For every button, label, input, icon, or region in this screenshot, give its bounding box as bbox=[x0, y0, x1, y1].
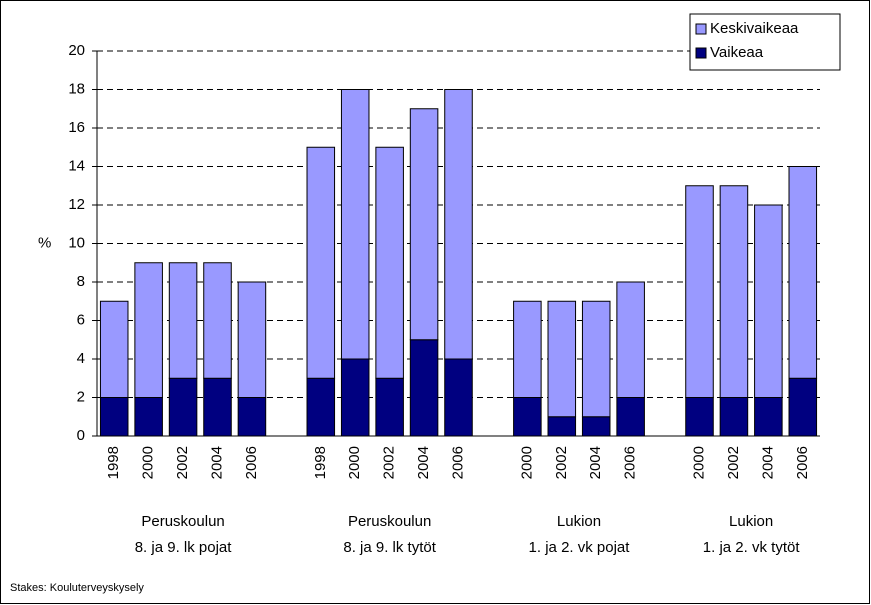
bar-segment bbox=[203, 377, 232, 437]
legend-swatch bbox=[695, 23, 707, 35]
group-label: 8. ja 9. lk pojat bbox=[135, 539, 233, 556]
x-tick-label: 2004 bbox=[415, 446, 432, 479]
bar-segment bbox=[237, 281, 267, 398]
x-tick-label: 2006 bbox=[243, 446, 260, 479]
x-tick-label: 2004 bbox=[587, 446, 604, 479]
bar-segment bbox=[168, 262, 198, 379]
y-tick-label: 4 bbox=[77, 350, 85, 367]
bar-segment bbox=[547, 416, 577, 437]
x-tick-label: 2000 bbox=[346, 446, 363, 479]
group-label: Peruskoulun bbox=[348, 513, 431, 530]
bar-segment bbox=[99, 397, 129, 437]
x-tick-label: 2004 bbox=[208, 446, 225, 479]
bar-segment bbox=[375, 146, 404, 379]
group-label: Lukion bbox=[729, 513, 773, 530]
bar-segment bbox=[616, 281, 645, 398]
y-axis-label: % bbox=[38, 234, 51, 251]
bar-segment bbox=[306, 377, 336, 437]
bar-segment bbox=[168, 377, 198, 437]
bar-segment bbox=[409, 108, 439, 341]
x-tick-label: 2006 bbox=[794, 446, 811, 479]
x-tick-label: 1998 bbox=[312, 446, 329, 479]
x-tick-label: 1998 bbox=[105, 446, 122, 479]
bar-segment bbox=[306, 146, 336, 379]
y-tick-label: 0 bbox=[77, 427, 85, 444]
group-label: Peruskoulun bbox=[141, 513, 224, 530]
y-tick-label: 6 bbox=[77, 311, 85, 328]
bar-segment bbox=[788, 166, 818, 379]
x-tick-label: 2002 bbox=[553, 446, 570, 479]
source: Stakes: Kouluterveyskysely bbox=[10, 582, 144, 594]
legend-box bbox=[689, 13, 841, 71]
bar-segment bbox=[375, 377, 404, 437]
x-tick-label: 2002 bbox=[725, 446, 742, 479]
y-tick-label: 10 bbox=[68, 234, 85, 251]
bar-segment bbox=[616, 397, 645, 437]
bar-segment bbox=[719, 397, 749, 437]
group-label: 1. ja 2. vk pojat bbox=[529, 539, 631, 556]
bar-segment bbox=[99, 300, 129, 398]
bar-segment bbox=[788, 377, 818, 437]
x-tick-label: 2000 bbox=[140, 446, 157, 479]
bar-segment bbox=[134, 397, 163, 437]
x-tick-label: 2006 bbox=[622, 446, 639, 479]
bar-segment bbox=[134, 262, 163, 398]
bar-segment bbox=[444, 358, 473, 437]
bar-segment bbox=[340, 358, 370, 437]
y-tick-label: 8 bbox=[77, 273, 85, 290]
bar-segment bbox=[581, 300, 611, 418]
legend-label: Vaikeaa bbox=[710, 44, 764, 61]
bar-segment bbox=[754, 397, 783, 437]
bar-segment bbox=[237, 397, 267, 437]
y-tick-label: 20 bbox=[68, 42, 85, 59]
bar-segment bbox=[685, 185, 714, 398]
group-label: 8. ja 9. lk tytöt bbox=[343, 539, 436, 556]
x-tick-label: 2000 bbox=[690, 446, 707, 479]
bar-segment bbox=[444, 89, 473, 360]
bar-segment bbox=[719, 185, 749, 398]
x-tick-label: 2002 bbox=[174, 446, 191, 479]
bar-segment bbox=[754, 204, 783, 398]
bar-segment bbox=[409, 339, 439, 437]
y-tick-label: 12 bbox=[68, 196, 85, 213]
bar-segment bbox=[513, 397, 542, 437]
x-tick-label: 2004 bbox=[759, 446, 776, 479]
x-tick-label: 2002 bbox=[381, 446, 398, 479]
bar-segment bbox=[513, 300, 542, 398]
legend-swatch bbox=[695, 47, 707, 59]
group-label: Lukion bbox=[557, 513, 601, 530]
y-tick-label: 18 bbox=[68, 80, 85, 97]
y-tick-label: 14 bbox=[68, 157, 85, 174]
group-label: 1. ja 2. vk tytöt bbox=[703, 539, 801, 556]
bar-segment bbox=[547, 300, 577, 418]
bar-segment bbox=[581, 416, 611, 437]
x-tick-label: 2006 bbox=[449, 446, 466, 479]
y-tick-label: 2 bbox=[77, 388, 85, 405]
legend-label: Keskivaikeaa bbox=[710, 20, 799, 37]
bar-segment bbox=[203, 262, 232, 379]
bar-segment bbox=[685, 397, 714, 437]
y-tick-label: 16 bbox=[68, 119, 85, 136]
bar-segment bbox=[340, 89, 370, 360]
x-tick-label: 2000 bbox=[518, 446, 535, 479]
